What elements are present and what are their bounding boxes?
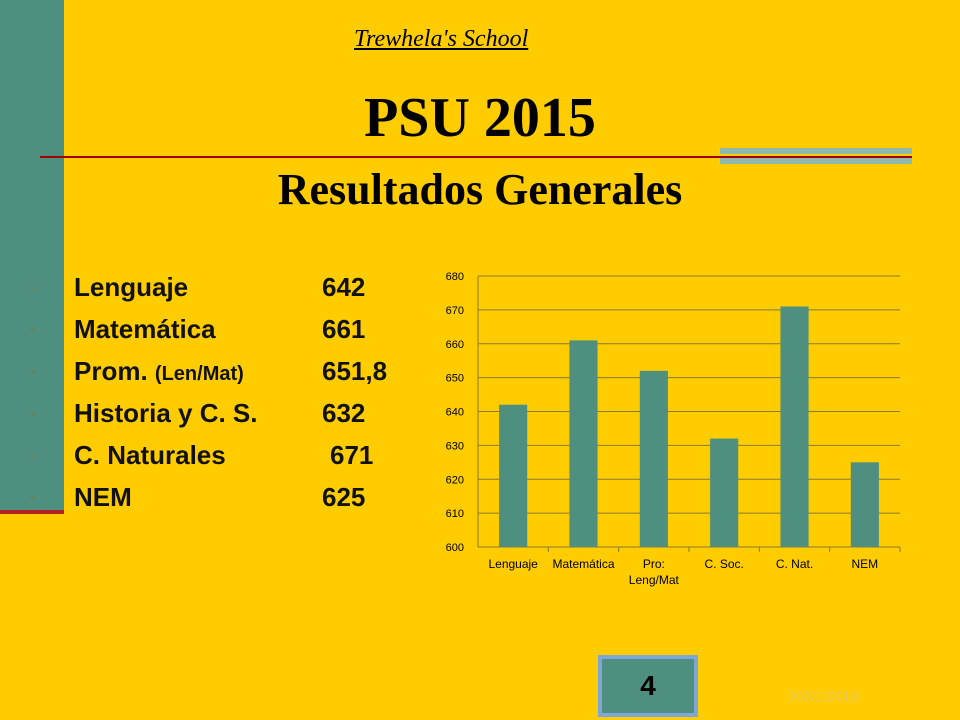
- title-rule-accent-lower: [720, 158, 912, 164]
- subject-score: 632: [322, 398, 366, 428]
- slide-title: PSU 2015: [364, 87, 596, 149]
- title-rule: [40, 156, 912, 158]
- y-tick-label: 660: [446, 339, 464, 351]
- y-tick-label: 640: [446, 407, 464, 419]
- subject-label: Lenguaje: [74, 268, 188, 309]
- subject-name: Historia y C. S.: [74, 398, 258, 428]
- subject-score: 671: [330, 440, 374, 470]
- y-tick-label: 600: [446, 542, 464, 554]
- bar: [499, 404, 528, 547]
- bar: [850, 462, 879, 547]
- subject-name: Lenguaje: [74, 272, 189, 302]
- bullet-dash: -: [30, 277, 36, 297]
- page-number-box: 4: [598, 655, 698, 717]
- subject-name: NEM: [74, 482, 132, 512]
- x-category-label: Lenguaje: [488, 557, 538, 571]
- subject-note: (Len/Mat): [154, 363, 244, 385]
- bar: [710, 438, 739, 547]
- bullet-dash: -: [30, 487, 36, 507]
- slide-subtitle: Resultados Generales: [277, 165, 683, 214]
- subject-label: C. Naturales: [74, 436, 226, 477]
- subject-name: Prom.: [74, 356, 155, 386]
- y-tick-label: 650: [446, 373, 464, 385]
- x-category-label: Matemática: [552, 557, 614, 571]
- bullet-dash: -: [30, 403, 36, 423]
- subject-name: Matemática: [74, 314, 216, 344]
- subject-label: Prom. (Len/Mat): [74, 352, 244, 393]
- bar: [780, 306, 809, 547]
- bullet-dash: -: [30, 361, 36, 381]
- subject-label: NEM: [74, 478, 132, 519]
- bullet-dash: -: [30, 445, 36, 465]
- bullet-dash: -: [30, 319, 36, 339]
- left-accent-underline: [0, 510, 64, 514]
- left-accent-bar: [0, 0, 64, 510]
- subject-score: 642: [322, 272, 366, 302]
- y-tick-label: 670: [446, 305, 464, 317]
- x-category-label: C. Nat.: [776, 557, 813, 571]
- x-category-label: C. Soc.: [704, 557, 743, 571]
- subject-name: C. Naturales: [74, 440, 226, 470]
- bar: [639, 370, 668, 547]
- y-tick-label: 680: [446, 271, 464, 283]
- title-rule-accent: [720, 148, 912, 154]
- y-tick-label: 610: [446, 508, 464, 520]
- subject-score: 651,8: [322, 356, 388, 386]
- x-category-label: Leng/Mat: [629, 573, 680, 587]
- slide-date: 05/01/2016: [788, 688, 859, 704]
- subject-label: Matemática: [74, 310, 216, 351]
- subject-label: Historia y C. S.: [74, 394, 258, 435]
- subject-score: 661: [322, 314, 366, 344]
- y-tick-label: 620: [446, 474, 464, 486]
- subject-score: 625: [322, 482, 366, 512]
- y-tick-label: 630: [446, 440, 464, 452]
- school-name: Trewhela's School: [354, 26, 529, 52]
- x-category-label: NEM: [851, 557, 878, 571]
- page-number: 4: [640, 670, 656, 701]
- x-category-label: Pro:: [643, 557, 665, 571]
- bar: [569, 340, 598, 547]
